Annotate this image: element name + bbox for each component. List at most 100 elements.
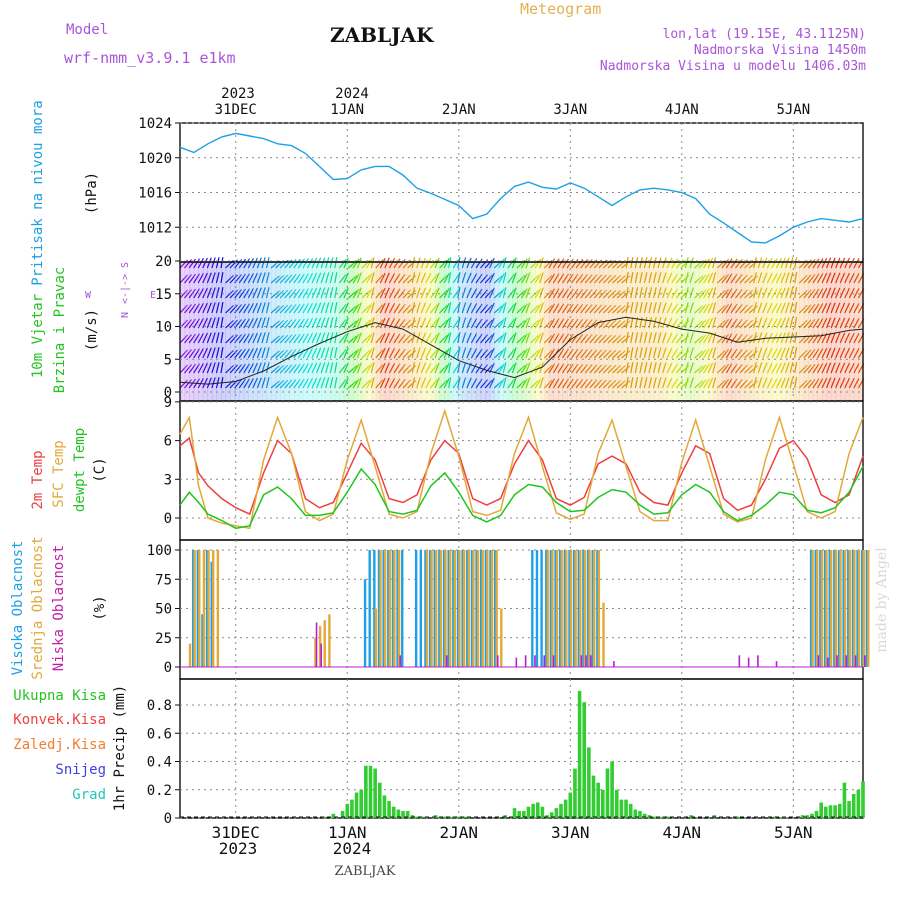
wind-arrow <box>484 274 493 284</box>
wind-arrow <box>525 362 531 374</box>
wind-band <box>507 262 513 401</box>
wind-arrow <box>557 303 565 314</box>
wind-arrow <box>384 272 390 284</box>
wind-arrow <box>684 362 689 374</box>
y-tick-label: 3 <box>164 472 172 488</box>
wind-arrow <box>366 303 373 314</box>
wind-arrow <box>625 377 629 389</box>
wind-band <box>844 262 850 401</box>
wind-arrow <box>584 364 593 374</box>
wind-band <box>316 262 322 401</box>
precip-bar <box>642 813 647 818</box>
wind-arrow <box>671 378 679 389</box>
wind-arrow <box>393 318 401 329</box>
wind-arrow <box>461 362 467 374</box>
wind-band <box>403 262 409 401</box>
wind-arrow <box>703 348 710 359</box>
wind-arrow <box>775 347 782 359</box>
wind-band <box>662 262 668 401</box>
wind-arrow <box>561 258 570 269</box>
wind-arrow <box>744 274 753 284</box>
wind-arrow <box>384 332 390 344</box>
wind-arrow <box>384 362 390 374</box>
wind-arrow <box>552 378 560 389</box>
wind-arrow <box>206 332 212 344</box>
wind-arrow <box>184 319 193 329</box>
wind-arrow <box>789 287 794 299</box>
wind-arrow <box>489 257 495 269</box>
wind-arrow <box>443 287 450 299</box>
cloud-bar <box>216 550 220 667</box>
wind-band <box>202 262 208 401</box>
wind-arrow <box>420 332 427 344</box>
wind-arrow <box>329 362 334 374</box>
wind-band <box>749 262 755 401</box>
wind-arrow <box>416 317 421 329</box>
precip-bar <box>772 816 777 818</box>
wind-arrow <box>794 317 798 329</box>
wind-arrow <box>507 333 515 344</box>
wind-arrow <box>771 303 778 314</box>
wind-arrow <box>256 332 262 344</box>
wind-arrow <box>211 377 216 389</box>
wind-arrow <box>316 272 322 284</box>
wind-arrow <box>179 274 188 284</box>
wind-band <box>389 262 395 401</box>
wind-arrow <box>238 348 247 359</box>
wind-arrow <box>411 287 416 299</box>
wind-arrow <box>316 377 322 389</box>
wind-arrow <box>502 317 507 329</box>
wind-arrow <box>211 287 216 299</box>
wind-band <box>621 262 627 401</box>
wind-arrow <box>698 334 707 344</box>
wind-arrow <box>775 362 782 374</box>
wind-arrow <box>534 273 542 284</box>
wind-arrow <box>388 257 396 269</box>
wind-arrow <box>725 348 733 359</box>
wind-arrow <box>725 363 733 374</box>
wind-arrow <box>420 272 427 284</box>
precip-bar <box>824 806 828 818</box>
wind-band <box>475 262 482 401</box>
wind-arrow <box>798 274 808 284</box>
wind-arrow <box>498 363 505 374</box>
cloud-bar <box>495 550 498 667</box>
wind-arrow <box>648 272 653 284</box>
cloud-bar <box>560 550 563 667</box>
wind-arrow <box>830 317 836 329</box>
wind-arrow <box>502 347 507 359</box>
precip-bar <box>842 782 847 818</box>
cloud-bar <box>585 655 587 667</box>
wind-arrow <box>452 333 460 344</box>
wind-arrow <box>744 349 753 359</box>
cloud-bar <box>428 550 432 667</box>
wind-arrow <box>598 334 607 344</box>
wind-arrow <box>220 272 224 284</box>
wind-arrow <box>370 302 375 314</box>
wind-arrow <box>848 377 855 389</box>
wind-arrow <box>725 258 733 269</box>
cloud-bar <box>834 550 838 667</box>
wind-arrow <box>197 258 204 269</box>
wind-arrow <box>407 350 417 359</box>
wind-arrow <box>662 272 667 284</box>
wind-arrow <box>639 272 643 284</box>
wind-arrow <box>388 302 396 314</box>
wind-arrow <box>325 302 330 314</box>
wind-arrow <box>757 302 763 314</box>
wind-arrow <box>561 303 570 314</box>
wind-arrow <box>630 287 634 299</box>
wind-arrow <box>621 380 631 389</box>
wind-arrow <box>548 348 556 359</box>
wind-arrow <box>548 333 556 344</box>
wind-arrow <box>243 258 251 269</box>
wind-arrow <box>612 305 622 314</box>
precip-bar <box>568 792 573 818</box>
wind-arrow <box>648 332 653 344</box>
wind-arrow <box>771 273 778 284</box>
wind-arrow <box>480 289 489 299</box>
wind-arrow <box>338 333 347 344</box>
wind-arrow <box>707 302 714 314</box>
wind-arrow <box>739 319 748 329</box>
